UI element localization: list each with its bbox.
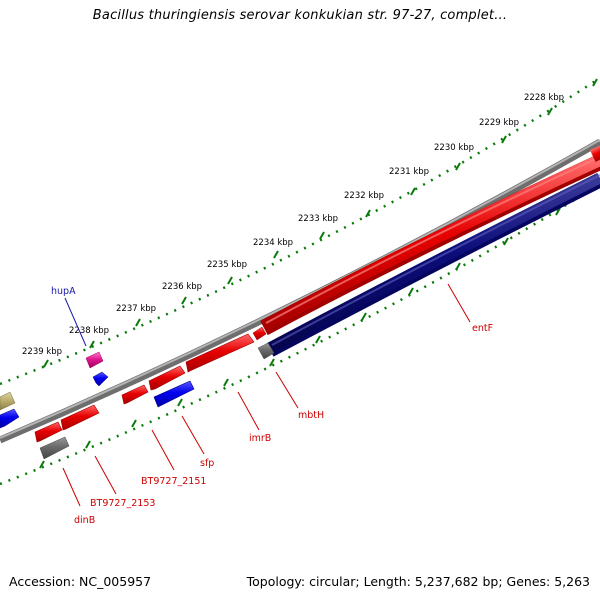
kbp-labels: 2228 kbp 2229 kbp 2230 kbp 2231 kbp 2232…	[22, 93, 564, 357]
gene-label-sfp: sfp	[200, 458, 214, 469]
feature-mbtH[interactable]	[252, 326, 267, 341]
gene-label-hupA: hupA	[51, 286, 76, 297]
kbp-label-2233: 2233 kbp	[298, 214, 338, 224]
feature-blue-left[interactable]	[0, 408, 20, 429]
feature-imrB[interactable]	[185, 333, 255, 373]
feature-red-right-edge[interactable]	[590, 145, 600, 162]
feature-blue-reverse[interactable]	[153, 380, 195, 408]
kbp-label-2229: 2229 kbp	[479, 118, 519, 128]
feature-small-blue-arrow[interactable]	[92, 371, 109, 387]
kbp-label-2230: 2230 kbp	[434, 143, 474, 153]
gene-label-BT9727_2151: BT9727_2151	[141, 476, 206, 487]
kbp-label-2237: 2237 kbp	[116, 304, 156, 314]
accession-text: Accession: NC_005957	[9, 574, 152, 589]
gene-label-entF: entF	[472, 323, 493, 334]
kbp-label-2234: 2234 kbp	[253, 238, 293, 248]
feature-reverse-band[interactable]	[266, 173, 600, 357]
feature-entF-forward[interactable]	[260, 154, 600, 336]
feature-dinB[interactable]	[34, 421, 63, 443]
gene-labels: hupA entF mbtH imrB sfp BT9727_2151 BT97…	[51, 286, 493, 526]
feature-BT9727_2151[interactable]	[121, 384, 149, 405]
outer-major-ticks	[43, 78, 598, 368]
label-leader-lines	[62, 283, 471, 507]
feature-khaki-left[interactable]	[0, 391, 16, 411]
inner-major-ticks	[39, 207, 561, 469]
kbp-label-2232: 2232 kbp	[344, 191, 384, 201]
feature-gray-block-mbtH[interactable]	[257, 342, 275, 360]
kbp-label-2238: 2238 kbp	[69, 326, 109, 336]
kbp-label-2236: 2236 kbp	[162, 282, 202, 292]
genome-backbone	[0, 138, 600, 444]
topology-text: Topology: circular; Length: 5,237,682 bp…	[246, 574, 590, 589]
feature-hupA[interactable]	[85, 351, 104, 369]
kbp-label-2235: 2235 kbp	[207, 260, 247, 270]
gene-label-BT9727_2153: BT9727_2153	[90, 498, 155, 509]
gene-label-mbtH: mbtH	[298, 410, 324, 421]
feature-gray-block-dinB[interactable]	[39, 436, 70, 460]
gene-label-dinB: dinB	[74, 515, 95, 526]
gene-label-imrB: imrB	[249, 433, 271, 444]
kbp-label-2228: 2228 kbp	[524, 93, 564, 103]
feature-sfp[interactable]	[148, 365, 186, 391]
kbp-label-2231: 2231 kbp	[389, 167, 429, 177]
kbp-label-2239: 2239 kbp	[22, 347, 62, 357]
map-title: Bacillus thuringiensis serovar konkukian…	[92, 8, 508, 23]
feature-BT9727_2153[interactable]	[60, 404, 100, 431]
